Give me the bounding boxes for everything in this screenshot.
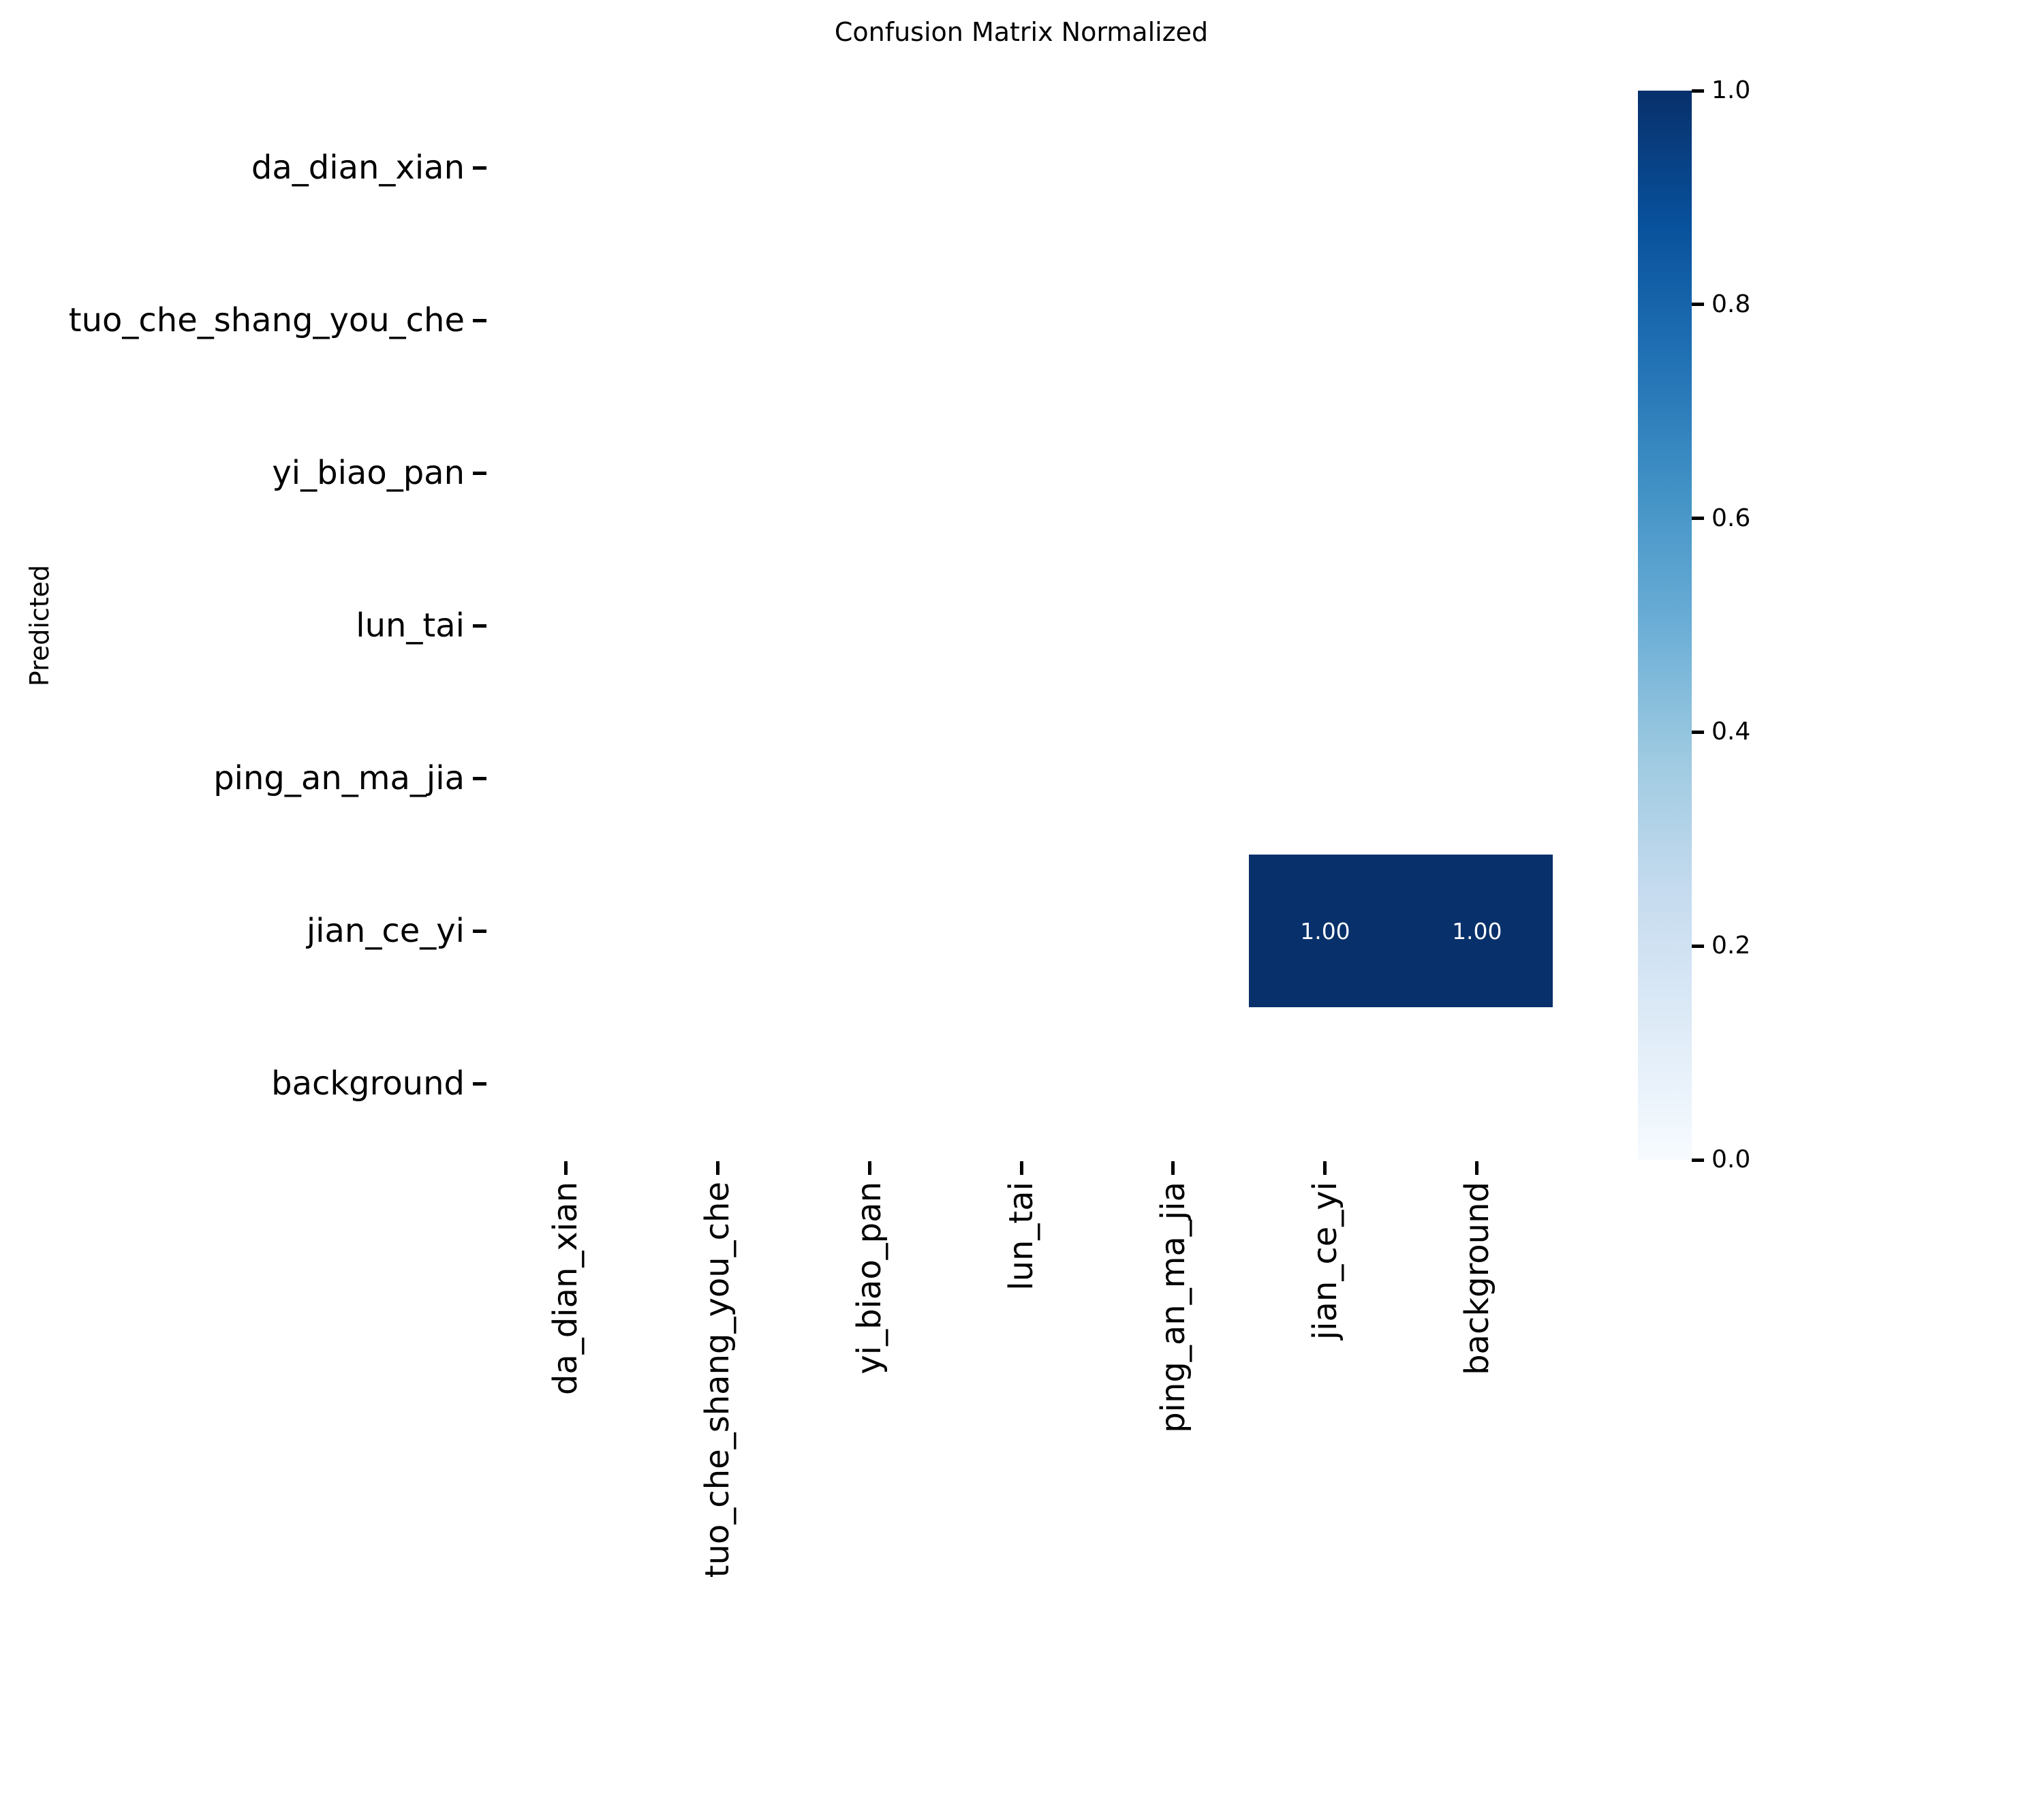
colorbar-tick-mark: [1692, 730, 1704, 734]
colorbar-tick-label: 0.0: [1712, 1146, 1751, 1173]
x-tick-label: yi_biao_pan: [850, 1182, 889, 1375]
heatmap-cell: 1.00: [1401, 855, 1553, 1007]
y-tick-mark: [473, 1081, 486, 1086]
y-tick-mark: [473, 318, 486, 322]
y-tick-label: lun_tai: [356, 607, 465, 645]
y-tick-label: yi_biao_pan: [272, 454, 465, 492]
cell-value: 1.00: [1452, 917, 1502, 945]
heatmap-plot-area: 1.00 1.00: [490, 91, 1553, 1160]
y-tick-mark: [473, 166, 486, 170]
heatmap-cell: 1.00: [1249, 855, 1402, 1007]
colorbar-tick-label: 0.8: [1712, 290, 1751, 318]
x-tick-mark: [563, 1161, 568, 1175]
x-tick-mark: [867, 1161, 871, 1175]
x-tick-label: lun_tai: [1002, 1182, 1040, 1291]
y-tick-mark: [473, 624, 486, 628]
colorbar-gradient: [1638, 91, 1692, 1160]
x-tick-mark: [1475, 1161, 1479, 1175]
colorbar-tick-mark: [1692, 303, 1704, 307]
y-tick-label: jian_ce_yi: [306, 912, 465, 950]
y-tick-mark: [473, 929, 486, 933]
x-tick-mark: [1019, 1161, 1023, 1175]
x-tick-label: tuo_che_shang_you_che: [698, 1182, 737, 1578]
colorbar-tick-mark: [1692, 517, 1704, 521]
x-tick-label: ping_an_ma_jia: [1153, 1182, 1192, 1433]
x-tick-label: da_dian_xian: [546, 1182, 585, 1396]
colorbar-tick-label: 0.4: [1712, 718, 1751, 746]
cell-value: 1.00: [1300, 917, 1350, 945]
colorbar-tick-label: 0.2: [1712, 932, 1751, 960]
y-tick-label: ping_an_ma_jia: [213, 759, 465, 797]
x-tick-mark: [715, 1161, 719, 1175]
colorbar-tick-label: 1.0: [1712, 76, 1751, 104]
x-tick-mark: [1171, 1161, 1175, 1175]
colorbar-tick-mark: [1692, 89, 1704, 93]
y-tick-label: background: [271, 1064, 465, 1103]
colorbar-tick-mark: [1692, 1158, 1704, 1162]
x-tick-label: jian_ce_yi: [1305, 1182, 1344, 1340]
y-tick-label: tuo_che_shang_you_che: [68, 301, 465, 339]
y-tick-mark: [473, 776, 486, 780]
y-tick-mark: [473, 471, 486, 475]
colorbar-tick-mark: [1692, 944, 1704, 948]
y-tick-label: da_dian_xian: [251, 149, 465, 187]
x-tick-label: background: [1457, 1182, 1496, 1375]
chart-title: Confusion Matrix Normalized: [834, 17, 1209, 47]
x-tick-mark: [1323, 1161, 1327, 1175]
colorbar-tick-label: 0.6: [1712, 504, 1751, 532]
